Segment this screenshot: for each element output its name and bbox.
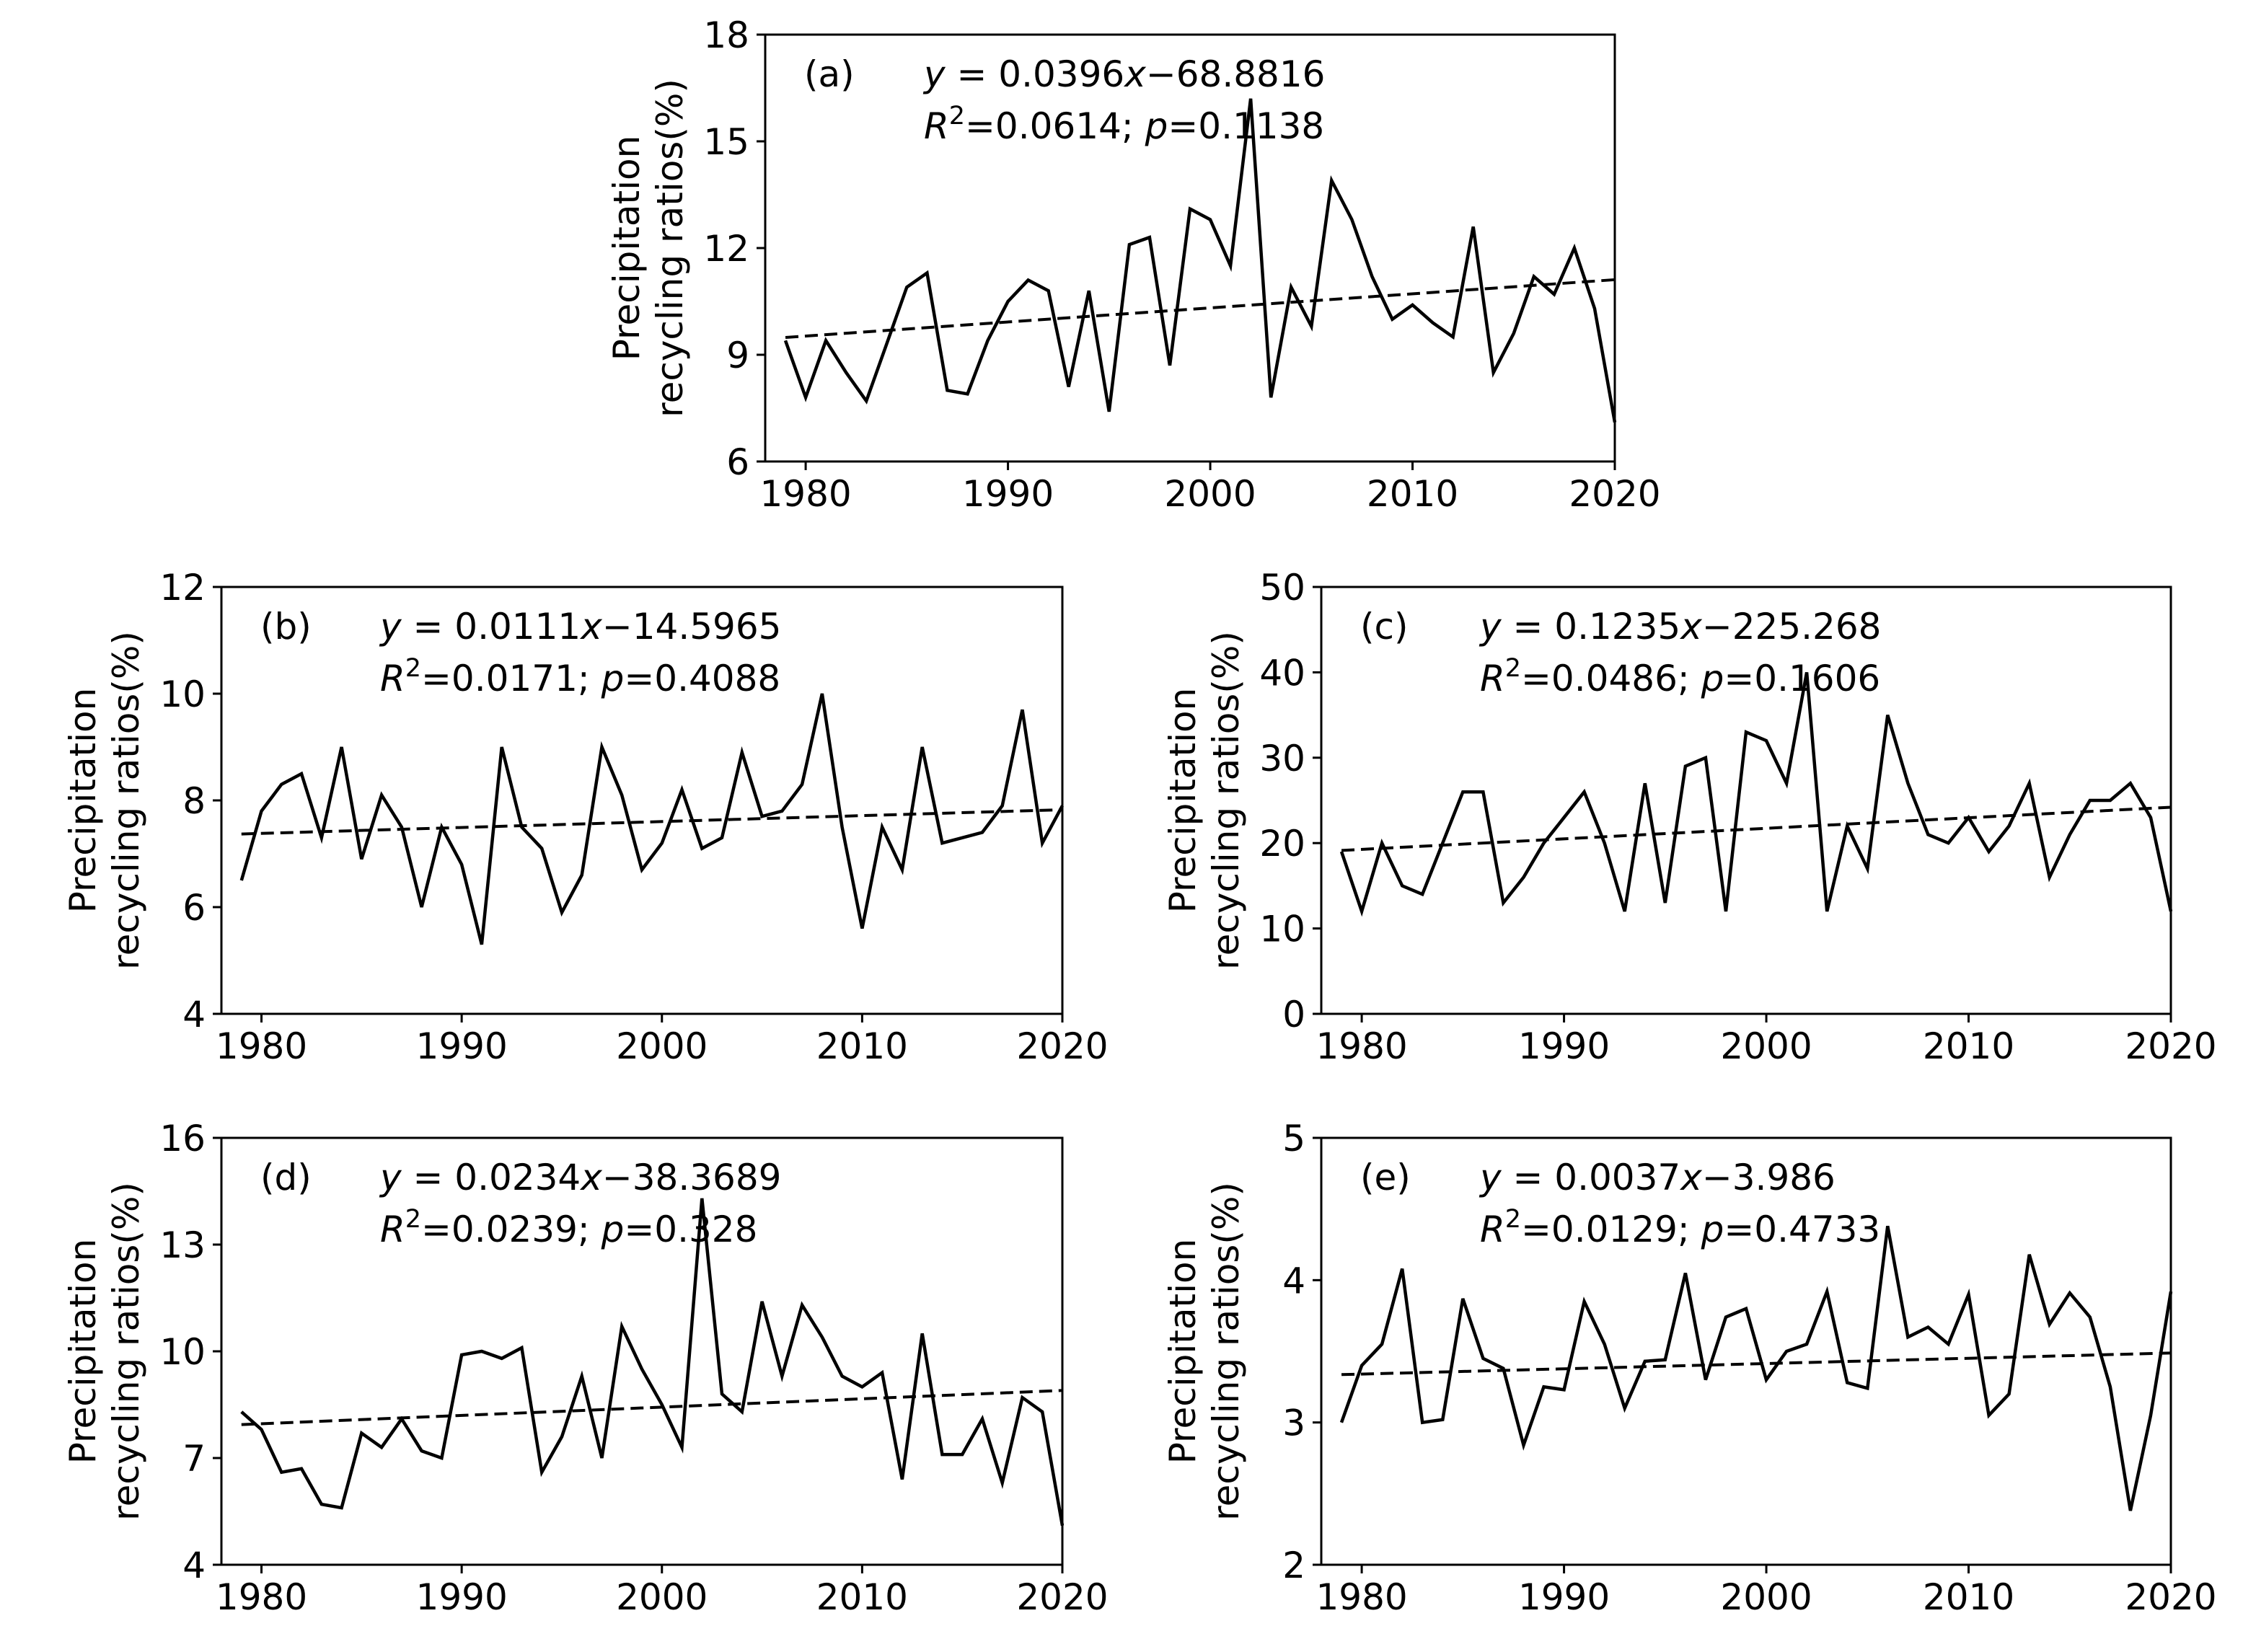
y-axis-label-line1-d: Precipitation [62, 1239, 104, 1465]
y-tick-label-a: 6 [726, 441, 749, 483]
x-tick-label-d: 1980 [216, 1576, 307, 1618]
x-tick-label-b: 2010 [816, 1025, 908, 1067]
x-tick-label-a: 2010 [1367, 473, 1458, 515]
panel-e: 1980 1990 2000 2010 2020 2 3 4 5 Precipitation rec… [1162, 1118, 2217, 1618]
y-tick-label-e: 5 [1282, 1118, 1305, 1160]
y-axis-label-line2-a: recycling ratios(%) [649, 79, 691, 418]
regression-equation-b: y = 0.0111x−14.5965 [379, 606, 782, 648]
series-line-d [240, 1198, 1065, 1527]
regression-equation-d: y = 0.0234x−38.3689 [379, 1157, 782, 1198]
regression-stats-a: R2=0.0614; p=0.1138 [924, 102, 1324, 147]
panel-label-c: (c) [1360, 606, 1409, 648]
y-tick-label-a: 9 [726, 335, 749, 376]
x-tick-label-e: 2020 [2125, 1576, 2216, 1618]
y-tick-label-c: 20 [1259, 823, 1305, 865]
y-axis-label-line1-a: Precipitation [606, 136, 648, 361]
y-tick-label-a: 15 [703, 121, 749, 163]
trend-line-d [241, 1389, 1063, 1426]
panel-b: 1980 1990 2000 2010 2020 4 6 8 10 12 Precipitation… [62, 567, 1109, 1067]
y-axis-label-line2-e: recycling ratios(%) [1205, 1182, 1247, 1521]
y-tick-label-a: 18 [703, 14, 749, 56]
x-tick-label-a: 2020 [1569, 473, 1660, 515]
y-tick-label-c: 10 [1259, 909, 1305, 950]
regression-stats-b: R2=0.0171; p=0.4088 [380, 654, 780, 699]
panel-label-d: (d) [260, 1157, 312, 1198]
regression-stats-e: R2=0.0129; p=0.4733 [1480, 1205, 1880, 1250]
x-tick-label-b: 1980 [216, 1025, 307, 1067]
y-tick-label-b: 10 [159, 673, 206, 715]
trend-line-a [785, 278, 1616, 339]
y-tick-label-c: 50 [1259, 567, 1305, 609]
series-line-a [783, 98, 1617, 423]
regression-equation-e: y = 0.0037x−3.986 [1479, 1157, 1836, 1198]
x-tick-label-e: 1990 [1518, 1576, 1610, 1618]
y-axis-label-line1-b: Precipitation [62, 688, 104, 914]
y-tick-label-e: 2 [1282, 1545, 1305, 1586]
y-tick-label-c: 0 [1282, 994, 1305, 1035]
series-line-b [239, 693, 1064, 945]
y-tick-label-c: 30 [1259, 738, 1305, 779]
y-tick-label-e: 4 [1282, 1260, 1305, 1302]
panel-c: 1980 1990 2000 2010 2020 0 10 20 30 40 50 Precipita… [1162, 567, 2217, 1067]
y-tick-label-d: 16 [159, 1118, 206, 1160]
series-line-c [1339, 671, 2173, 917]
regression-equation-c: y = 0.1235x−225.268 [1479, 606, 1882, 648]
y-tick-label-c: 40 [1259, 652, 1305, 694]
panel-label-b: (b) [260, 606, 312, 648]
y-axis-label-line2-d: recycling ratios(%) [105, 1182, 147, 1521]
y-tick-label-d: 7 [182, 1438, 206, 1480]
y-tick-label-b: 6 [182, 887, 206, 929]
trend-line-b [241, 808, 1063, 836]
y-tick-label-a: 12 [703, 228, 749, 270]
y-tick-label-b: 4 [182, 994, 206, 1035]
y-axis-label-line1-c: Precipitation [1162, 688, 1204, 914]
y-tick-label-b: 12 [159, 567, 206, 609]
x-tick-label-e: 2000 [1720, 1576, 1812, 1618]
x-tick-label-e: 2010 [1923, 1576, 2014, 1618]
x-tick-label-d: 2000 [616, 1576, 708, 1618]
x-tick-label-d: 2020 [1016, 1576, 1108, 1618]
regression-stats-d: R2=0.0239; p=0.328 [380, 1205, 757, 1250]
y-tick-label-d: 13 [159, 1224, 206, 1266]
axes-frame-e [1320, 1136, 2172, 1566]
y-tick-label-d: 10 [159, 1331, 206, 1373]
x-tick-label-d: 1990 [416, 1576, 508, 1618]
panel-a: 1980 1990 2000 2010 2020 6 9 12 15 18 Precipitatio… [606, 14, 1661, 515]
panel-d: 1980 1990 2000 2010 2020 4 7 10 13 16 Precipitatio… [62, 1118, 1109, 1618]
y-axis-label-line2-b: recycling ratios(%) [105, 631, 147, 970]
y-tick-label-e: 3 [1282, 1403, 1305, 1444]
y-axis-label-line2-c: recycling ratios(%) [1205, 631, 1247, 970]
x-tick-label-c: 1990 [1518, 1025, 1610, 1067]
x-tick-label-b: 2020 [1016, 1025, 1108, 1067]
y-tick-label-b: 8 [182, 780, 206, 822]
x-tick-label-c: 2000 [1720, 1025, 1812, 1067]
x-tick-label-b: 2000 [616, 1025, 708, 1067]
series-line-e [1339, 1225, 2173, 1511]
panel-label-a: (a) [804, 53, 855, 95]
x-tick-label-a: 1980 [759, 473, 851, 515]
x-tick-label-e: 1980 [1316, 1576, 1407, 1618]
axes-frame-c [1320, 586, 2172, 1015]
regression-equation-a: y = 0.0396x−68.8816 [922, 53, 1326, 95]
x-tick-label-a: 2000 [1164, 473, 1256, 515]
trend-line-e [1341, 1351, 2172, 1377]
trend-line-c [1341, 805, 2172, 852]
x-tick-label-b: 1990 [416, 1025, 508, 1067]
y-axis-label-line1-e: Precipitation [1162, 1239, 1204, 1465]
x-tick-label-d: 2010 [816, 1576, 908, 1618]
x-tick-label-a: 1990 [962, 473, 1054, 515]
x-tick-label-c: 2020 [2125, 1025, 2216, 1067]
x-tick-label-c: 2010 [1923, 1025, 2014, 1067]
regression-stats-c: R2=0.0486; p=0.1606 [1480, 654, 1880, 699]
x-tick-label-c: 1980 [1316, 1025, 1407, 1067]
panel-label-e: (e) [1360, 1157, 1411, 1198]
y-tick-label-d: 4 [182, 1545, 206, 1586]
